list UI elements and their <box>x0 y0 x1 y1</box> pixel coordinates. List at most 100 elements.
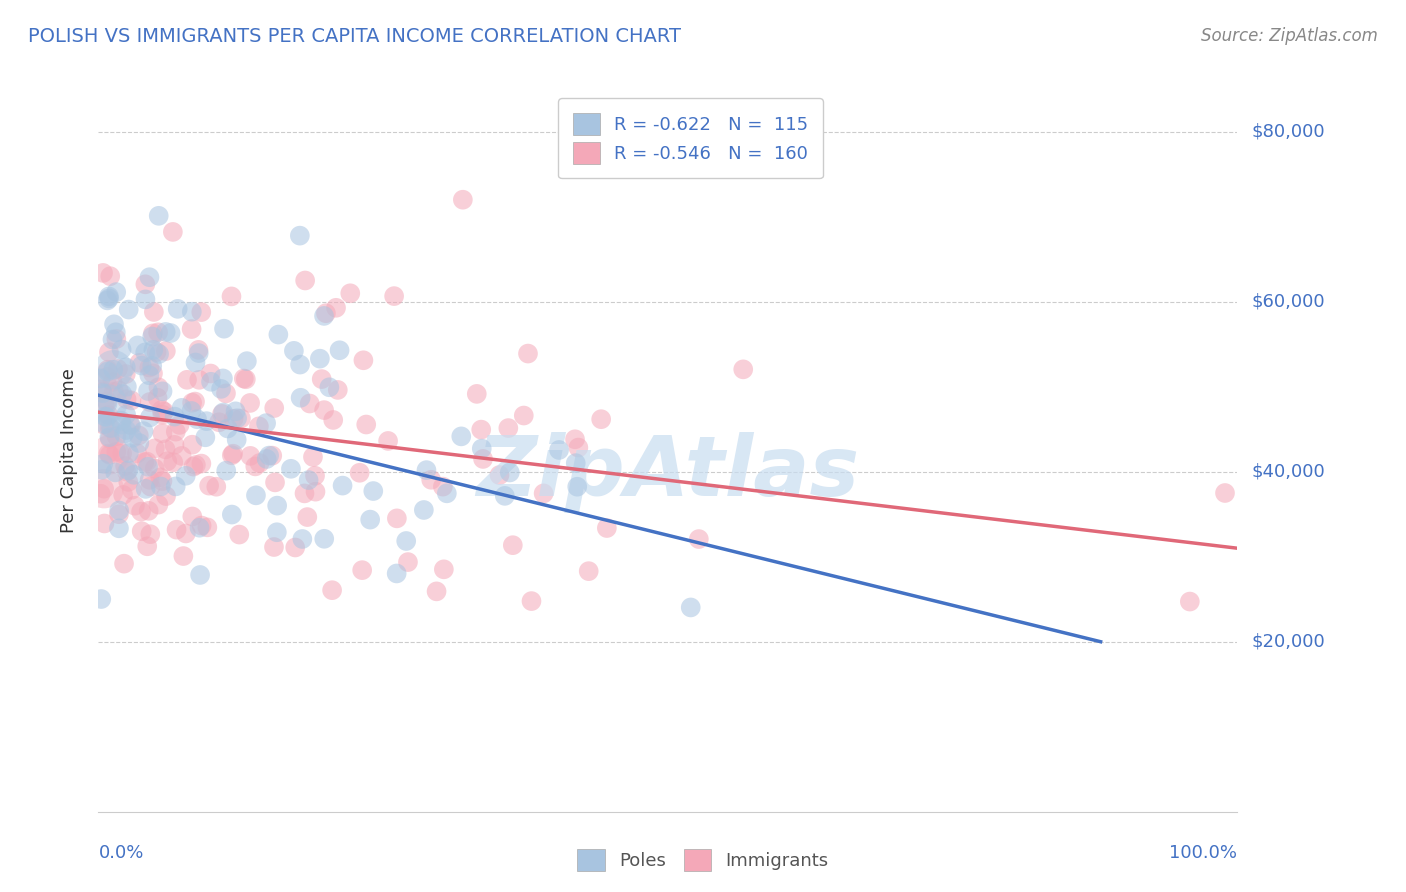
Point <box>115 423 138 437</box>
Y-axis label: Per Capita Income: Per Capita Income <box>59 368 77 533</box>
Point <box>143 461 166 475</box>
Point <box>280 462 302 476</box>
Point <box>200 375 222 389</box>
Point <box>263 540 285 554</box>
Point <box>183 459 205 474</box>
Point <box>115 360 138 375</box>
Point <box>432 480 454 494</box>
Point <box>322 413 344 427</box>
Point <box>148 380 170 394</box>
Point <box>222 447 245 461</box>
Point <box>284 541 307 555</box>
Point <box>352 353 374 368</box>
Point <box>93 398 115 412</box>
Point <box>385 511 408 525</box>
Point <box>180 322 202 336</box>
Point <box>107 362 129 376</box>
Point <box>180 404 202 418</box>
Point <box>176 373 198 387</box>
Point <box>266 499 288 513</box>
Point <box>146 326 169 340</box>
Point <box>412 503 434 517</box>
Point <box>136 539 159 553</box>
Point <box>415 463 437 477</box>
Point <box>108 503 131 517</box>
Point <box>155 489 177 503</box>
Point <box>451 193 474 207</box>
Point <box>142 367 165 381</box>
Point <box>131 524 153 539</box>
Point <box>266 525 288 540</box>
Point <box>294 486 316 500</box>
Point <box>148 347 170 361</box>
Point <box>1213 486 1236 500</box>
Point <box>97 446 120 460</box>
Point <box>311 372 333 386</box>
Point <box>200 367 222 381</box>
Point <box>318 380 340 394</box>
Text: 100.0%: 100.0% <box>1170 844 1237 863</box>
Point <box>329 343 352 358</box>
Point <box>321 583 343 598</box>
Point <box>107 384 129 398</box>
Point <box>118 417 141 432</box>
Point <box>132 424 155 438</box>
Point <box>155 442 177 457</box>
Point <box>304 484 326 499</box>
Point <box>450 429 472 443</box>
Text: 0.0%: 0.0% <box>98 844 143 863</box>
Point <box>228 527 250 541</box>
Point <box>565 456 588 470</box>
Point <box>472 452 495 467</box>
Point <box>110 417 132 432</box>
Point <box>174 526 197 541</box>
Point <box>221 448 243 462</box>
Point <box>349 466 371 480</box>
Point <box>142 343 165 357</box>
Point <box>470 423 492 437</box>
Point <box>205 480 228 494</box>
Point <box>420 473 443 487</box>
Point <box>288 228 311 243</box>
Point <box>104 326 127 340</box>
Point <box>105 285 128 299</box>
Point <box>513 409 536 423</box>
Point <box>103 362 125 376</box>
Point <box>97 289 120 303</box>
Point <box>180 304 202 318</box>
Point <box>128 436 150 450</box>
Point <box>100 421 122 435</box>
Point <box>98 432 121 446</box>
Point <box>120 418 142 433</box>
Point <box>156 454 179 468</box>
Point <box>112 426 135 441</box>
Point <box>153 405 176 419</box>
Point <box>217 421 239 435</box>
Legend: R = -0.622   N =  115, R = -0.546   N =  160: R = -0.622 N = 115, R = -0.546 N = 160 <box>558 98 823 178</box>
Point <box>548 442 571 457</box>
Point <box>114 367 136 381</box>
Point <box>181 509 204 524</box>
Point <box>96 397 118 411</box>
Point <box>578 564 600 578</box>
Point <box>170 401 193 415</box>
Point <box>382 289 405 303</box>
Point <box>267 327 290 342</box>
Point <box>96 409 118 424</box>
Point <box>134 293 156 307</box>
Point <box>262 449 284 463</box>
Point <box>139 527 162 541</box>
Point <box>136 384 159 398</box>
Point <box>567 480 589 494</box>
Point <box>139 479 162 493</box>
Point <box>93 417 115 431</box>
Point <box>150 408 173 422</box>
Point <box>131 359 153 373</box>
Point <box>98 269 121 284</box>
Point <box>254 416 277 430</box>
Point <box>211 407 233 421</box>
Point <box>128 356 150 370</box>
Point <box>103 318 125 332</box>
Point <box>134 455 156 469</box>
Point <box>209 382 232 396</box>
